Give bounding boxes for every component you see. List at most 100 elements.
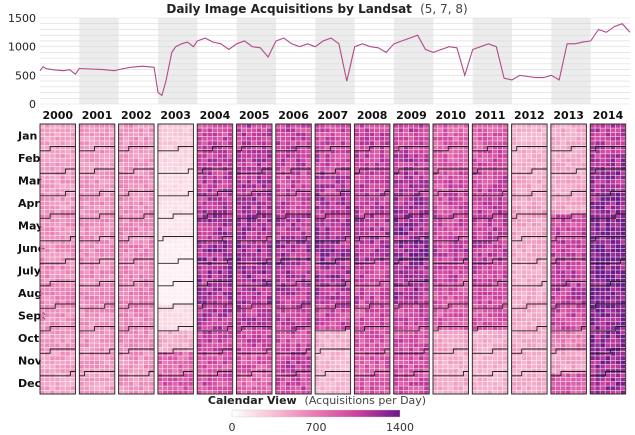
day-cell	[413, 231, 419, 236]
day-cell	[280, 175, 286, 180]
year-column	[275, 123, 312, 395]
day-cell	[118, 197, 124, 201]
day-cell	[315, 390, 320, 395]
day-cell	[408, 145, 414, 150]
day-cell	[222, 283, 228, 287]
day-cell	[408, 330, 414, 335]
day-cell	[325, 278, 330, 283]
day-cell	[463, 330, 468, 335]
day-cell	[369, 192, 375, 197]
day-cell	[173, 205, 178, 210]
day-cell	[109, 149, 115, 154]
day-cell	[133, 304, 139, 309]
day-cell	[84, 373, 89, 378]
day-cell	[104, 132, 110, 137]
day-cell	[65, 377, 70, 382]
day-cell	[143, 253, 149, 257]
day-cell	[143, 308, 149, 313]
day-cell	[345, 231, 351, 236]
day-cell	[173, 343, 178, 348]
day-cell	[212, 343, 217, 348]
day-cell	[84, 175, 89, 180]
day-cell	[256, 197, 262, 201]
day-cell	[374, 175, 380, 180]
day-cell	[241, 343, 247, 348]
day-cell	[197, 265, 202, 270]
day-cell	[419, 179, 424, 184]
day-cell	[202, 283, 207, 287]
day-cell	[202, 364, 207, 369]
day-cell	[443, 128, 448, 133]
day-cell	[89, 265, 95, 270]
day-cell	[123, 313, 129, 317]
day-cell	[364, 283, 370, 287]
day-cell	[306, 270, 311, 274]
day-cell	[50, 317, 55, 322]
day-cell	[241, 214, 247, 219]
day-cell	[340, 222, 346, 227]
day-cell	[207, 197, 212, 201]
day-cell	[70, 154, 75, 158]
day-cell	[55, 343, 60, 348]
day-cell	[448, 300, 453, 305]
day-cell	[296, 270, 301, 274]
day-cell	[143, 265, 149, 270]
day-cell	[413, 210, 419, 214]
day-cell	[183, 124, 188, 128]
day-cell	[443, 300, 448, 305]
day-cell	[325, 334, 330, 339]
day-cell	[408, 373, 414, 378]
day-cell	[261, 162, 267, 167]
day-cell	[227, 214, 233, 219]
day-cell	[463, 283, 468, 287]
day-cell	[266, 184, 272, 188]
month-boundary	[236, 146, 272, 152]
day-cell	[157, 205, 163, 210]
day-cell	[222, 390, 228, 395]
day-cell	[330, 313, 335, 317]
day-cell	[453, 270, 458, 274]
day-cell	[393, 201, 399, 206]
day-cell	[384, 287, 390, 292]
day-cell	[99, 390, 105, 395]
day-cell	[157, 132, 163, 137]
day-cell	[345, 149, 351, 154]
day-cell	[345, 339, 351, 343]
day-cell	[275, 278, 281, 283]
day-cell	[128, 141, 134, 145]
day-cell	[94, 313, 100, 317]
day-cell	[70, 317, 75, 322]
day-cell	[291, 278, 296, 283]
day-cell	[354, 240, 359, 244]
day-cell	[188, 184, 193, 188]
day-cell	[118, 382, 124, 386]
day-cell	[266, 274, 272, 279]
day-cell	[65, 184, 70, 188]
day-cell	[453, 253, 458, 257]
day-cell	[424, 287, 429, 292]
day-cell	[227, 334, 233, 339]
day-cell	[364, 184, 370, 188]
day-cell	[359, 317, 365, 322]
day-cell	[256, 244, 262, 249]
day-cell	[162, 154, 168, 158]
day-cell	[413, 197, 419, 201]
day-cell	[94, 179, 100, 184]
day-cell	[291, 351, 296, 356]
day-cell	[45, 145, 50, 150]
day-cell	[173, 218, 178, 223]
day-cell	[60, 270, 65, 274]
day-cell	[241, 231, 247, 236]
day-cell	[197, 192, 202, 197]
day-cell	[202, 347, 207, 352]
day-cell	[443, 330, 448, 335]
day-cell	[60, 205, 65, 210]
day-cell	[315, 270, 320, 274]
day-cell	[178, 253, 183, 257]
day-cell	[45, 197, 50, 201]
day-cell	[162, 240, 168, 244]
day-cell	[222, 278, 228, 283]
day-cell	[433, 218, 438, 223]
day-cell	[138, 283, 144, 287]
day-cell	[369, 175, 375, 180]
